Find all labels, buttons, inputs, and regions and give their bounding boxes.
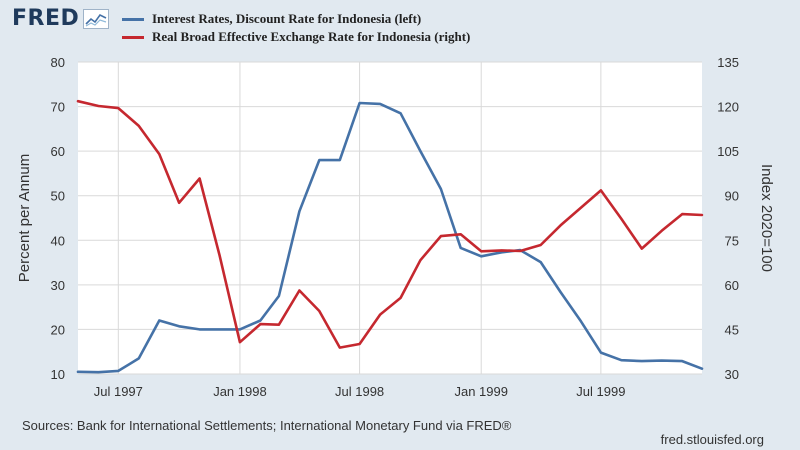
legend-swatch-red (122, 35, 144, 39)
right-tick-label: 90 (725, 189, 739, 204)
series-line-discount-rate[interactable] (76, 101, 704, 374)
legend-label-exchange-rate: Real Broad Effective Exchange Rate for I… (152, 29, 471, 44)
left-tick-label: 70 (51, 100, 65, 115)
legend-item-exchange-rate[interactable]: Real Broad Effective Exchange Rate for I… (122, 28, 470, 46)
fred-logo[interactable]: FRED (12, 6, 110, 31)
left-axis-title: Percent per Annum (16, 154, 33, 282)
legend-label-discount-rate: Interest Rates, Discount Rate for Indone… (152, 11, 422, 26)
right-tick-label: 120 (717, 100, 739, 115)
left-tick-label: 50 (51, 189, 65, 204)
x-tick-label: Jul 1998 (335, 384, 384, 399)
series-line-exchange-rate[interactable] (76, 99, 704, 349)
sources-note: Sources: Bank for International Settleme… (22, 418, 512, 433)
x-tick-label: Jul 1999 (576, 384, 625, 399)
left-tick-label: 60 (51, 144, 65, 159)
left-tick-label: 80 (51, 55, 65, 70)
right-tick-label: 105 (717, 144, 739, 159)
x-axis-ticks: Jul 1997 Jan 1998 Jul 1998 Jan 1999 Jul 1999 (94, 384, 626, 399)
right-tick-label: 135 (717, 55, 739, 70)
x-tick-label: Jan 1998 (213, 384, 267, 399)
left-axis-ticks: 10 20 30 40 50 60 70 80 (51, 55, 65, 382)
left-tick-label: 40 (51, 233, 65, 248)
left-tick-label: 10 (51, 367, 65, 382)
fred-site-link[interactable]: fred.stlouisfed.org (660, 432, 764, 447)
chart-legend: Interest Rates, Discount Rate for Indone… (122, 10, 470, 46)
plot-area (78, 62, 702, 374)
legend-swatch-blue (122, 17, 144, 21)
line-chart: 10 20 30 40 50 60 70 80 30 45 60 75 90 105 120 135 Jul… (16, 55, 775, 399)
left-tick-label: 20 (51, 322, 65, 337)
left-tick-label: 30 (51, 278, 65, 293)
right-axis-title: Index 2020=100 (758, 164, 775, 272)
fred-logo-text: FRED (12, 6, 80, 31)
right-tick-label: 75 (725, 233, 739, 248)
chart-trend-icon (83, 8, 110, 29)
gridlines (78, 61, 702, 375)
x-tick-label: Jan 1999 (454, 384, 508, 399)
right-tick-label: 45 (725, 322, 739, 337)
right-tick-label: 60 (725, 278, 739, 293)
series-lines (76, 99, 704, 374)
right-tick-label: 30 (725, 367, 739, 382)
x-tick-label: Jul 1997 (94, 384, 143, 399)
right-axis-ticks: 30 45 60 75 90 105 120 135 (717, 55, 739, 382)
legend-item-discount-rate[interactable]: Interest Rates, Discount Rate for Indone… (122, 10, 470, 28)
